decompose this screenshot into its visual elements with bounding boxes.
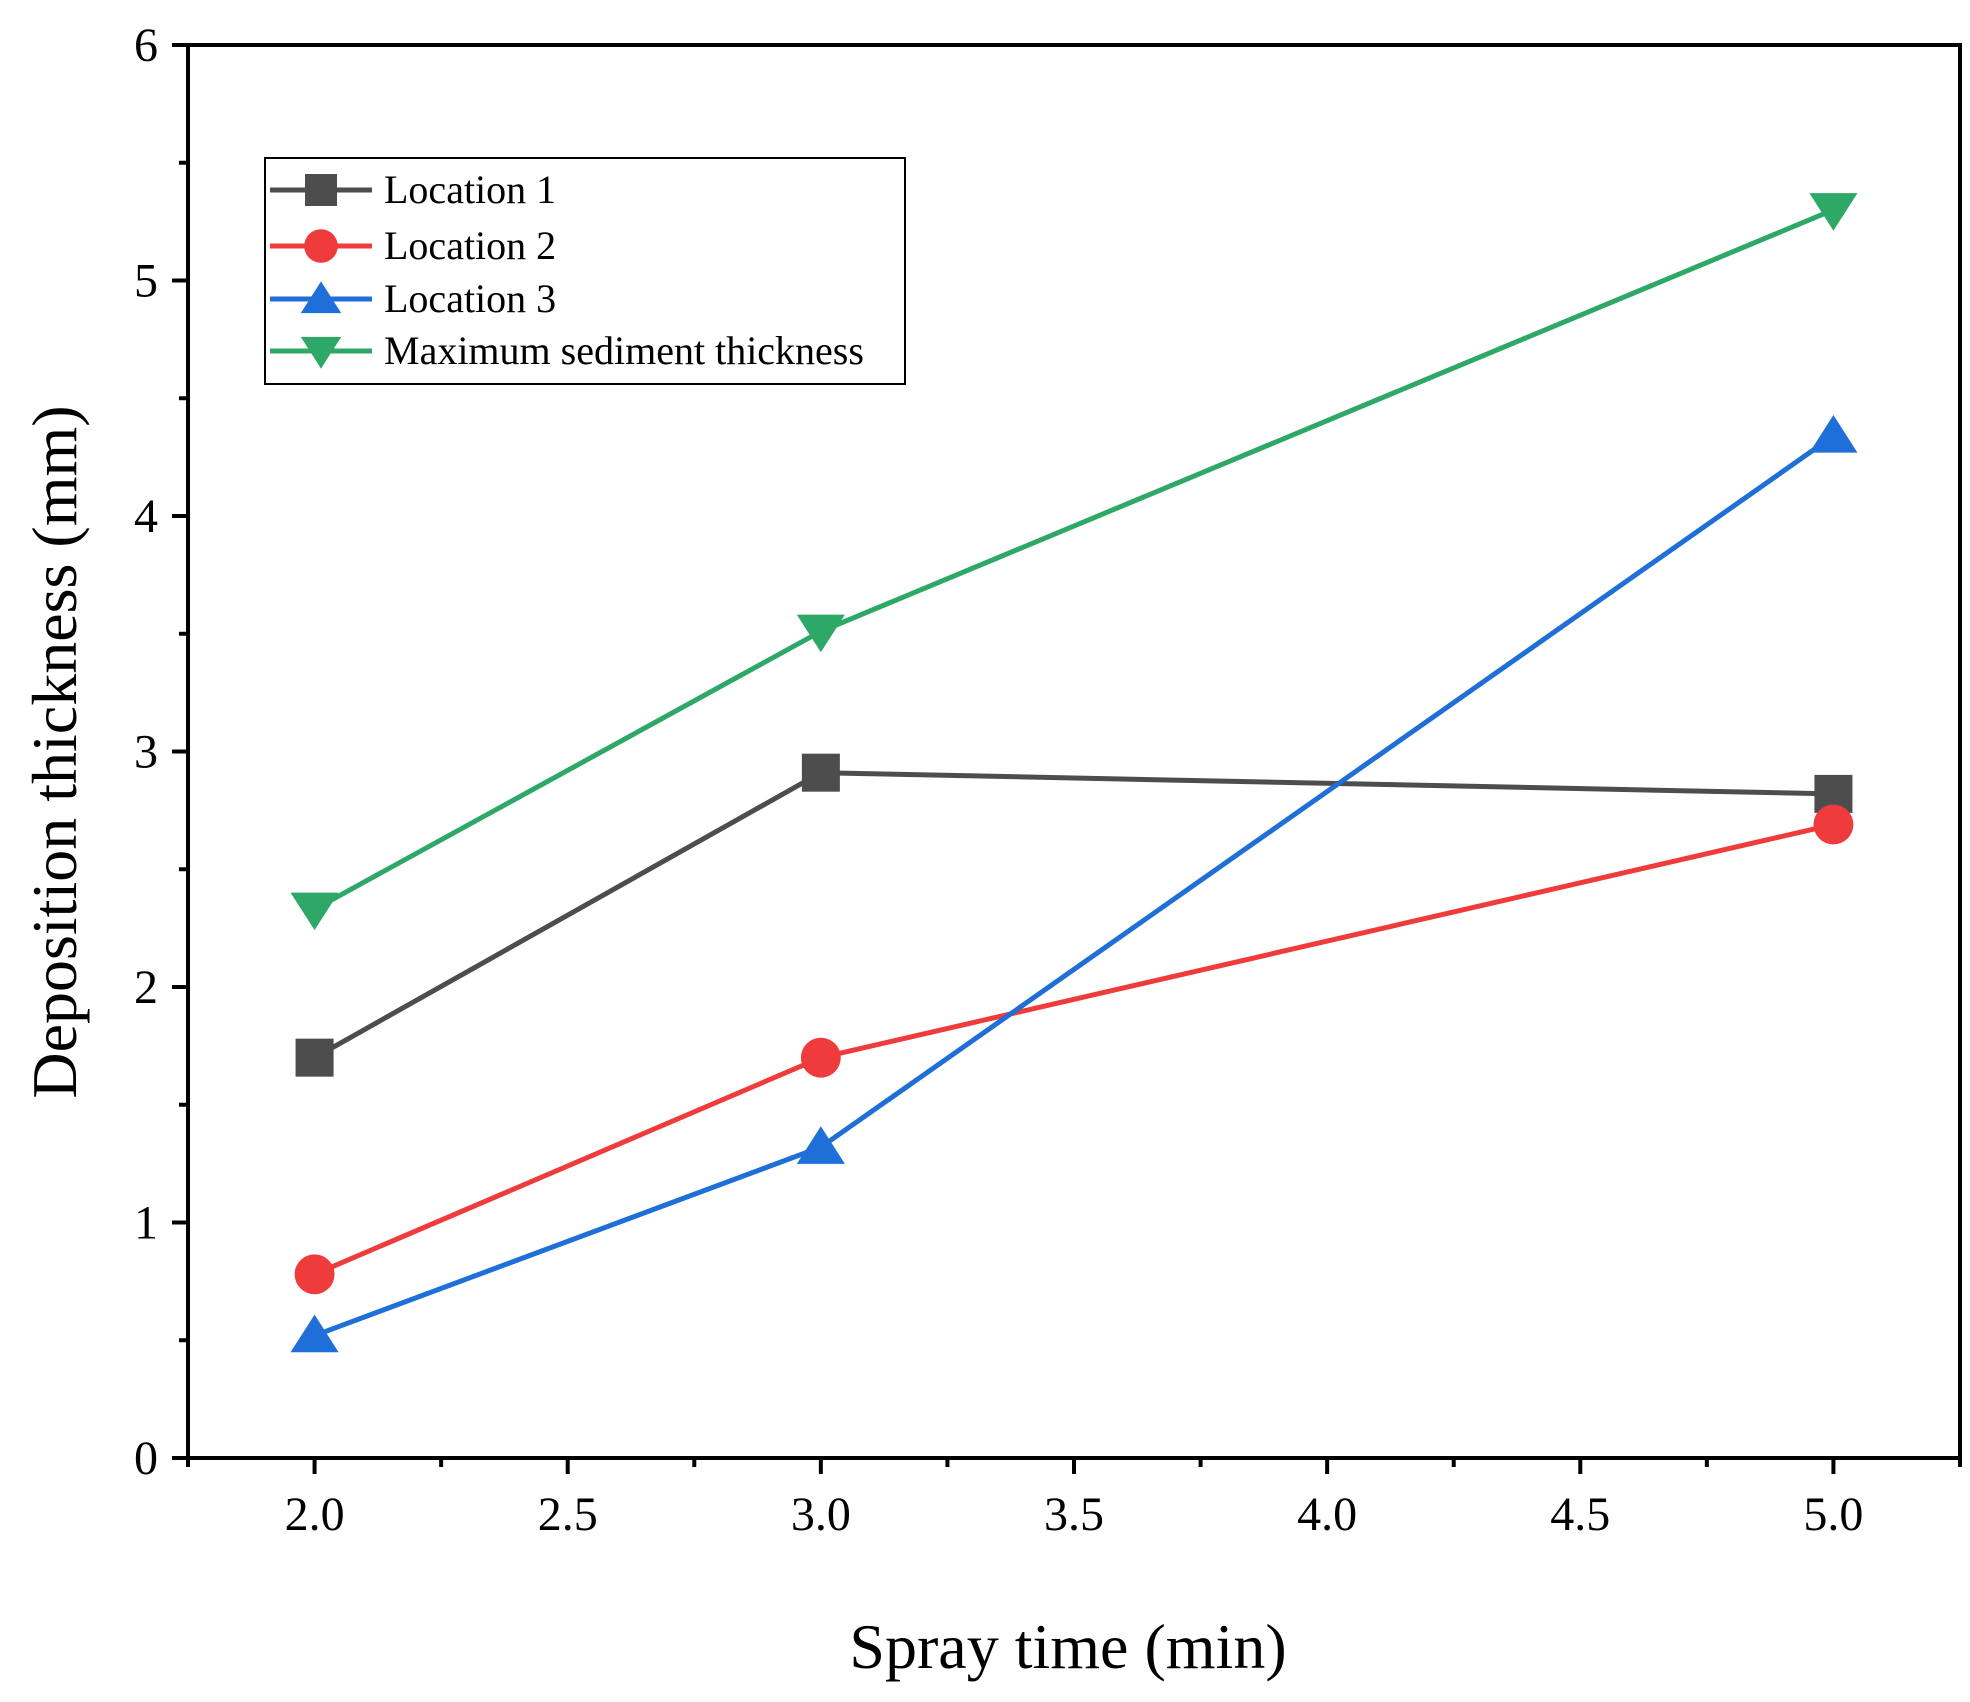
series-markers xyxy=(290,193,1858,1353)
legend-label-4: Maximum sediment thickness xyxy=(384,328,864,373)
series-2-point xyxy=(1813,804,1854,845)
y-tick-label: 1 xyxy=(134,1197,158,1250)
y-tick-label: 5 xyxy=(134,255,158,308)
x-tick-label: 4.5 xyxy=(1550,1488,1610,1541)
x-axis-title: Spray time (min) xyxy=(849,1611,1286,1682)
series-3-point xyxy=(796,1126,845,1164)
x-tick-label: 3.5 xyxy=(1044,1488,1104,1541)
series-2-point xyxy=(800,1037,841,1078)
series-4-point xyxy=(796,614,845,653)
legend: Location 1 Location 2 Location 3 Maximum se… xyxy=(264,157,906,385)
x-tick-label: 2.0 xyxy=(285,1488,345,1541)
legend-marker-4 xyxy=(300,336,342,369)
legend-label-3: Location 3 xyxy=(384,276,556,321)
series-3-line xyxy=(313,433,1835,1338)
y-tick-label: 0 xyxy=(134,1432,158,1485)
series-3-point xyxy=(1809,415,1858,453)
legend-marker-1 xyxy=(305,174,337,206)
legend-label-1: Location 1 xyxy=(384,167,556,212)
legend-label-2: Location 2 xyxy=(384,223,556,268)
x-tick-label: 5.0 xyxy=(1803,1488,1863,1541)
y-tick-label: 4 xyxy=(134,490,158,543)
y-tick-label: 2 xyxy=(134,961,158,1014)
y-axis-ticks: 0 1 2 3 4 5 6 xyxy=(134,19,188,1485)
series-3-point xyxy=(290,1314,339,1353)
y-tick-label: 3 xyxy=(134,726,158,779)
series-2-point xyxy=(294,1254,335,1295)
legend-marker-3 xyxy=(300,281,342,314)
y-tick-label: 6 xyxy=(134,19,158,72)
y-axis-title: Deposition thickness (mm) xyxy=(19,405,90,1098)
series-2-line xyxy=(313,822,1834,1277)
x-tick-label: 4.0 xyxy=(1297,1488,1357,1541)
legend-marker-2 xyxy=(304,229,338,263)
series-4-point xyxy=(290,892,339,931)
x-tick-label: 2.5 xyxy=(538,1488,598,1541)
legend-box xyxy=(264,157,906,385)
series-1-point xyxy=(295,1038,334,1077)
x-axis-ticks: 2.0 2.5 3.0 3.5 4.0 4.5 5.0 xyxy=(186,1458,1962,1541)
series-1-point xyxy=(801,753,840,792)
series-4-point xyxy=(1809,193,1858,231)
series-1-line xyxy=(313,770,1834,1060)
x-tick-label: 3.0 xyxy=(791,1488,851,1541)
